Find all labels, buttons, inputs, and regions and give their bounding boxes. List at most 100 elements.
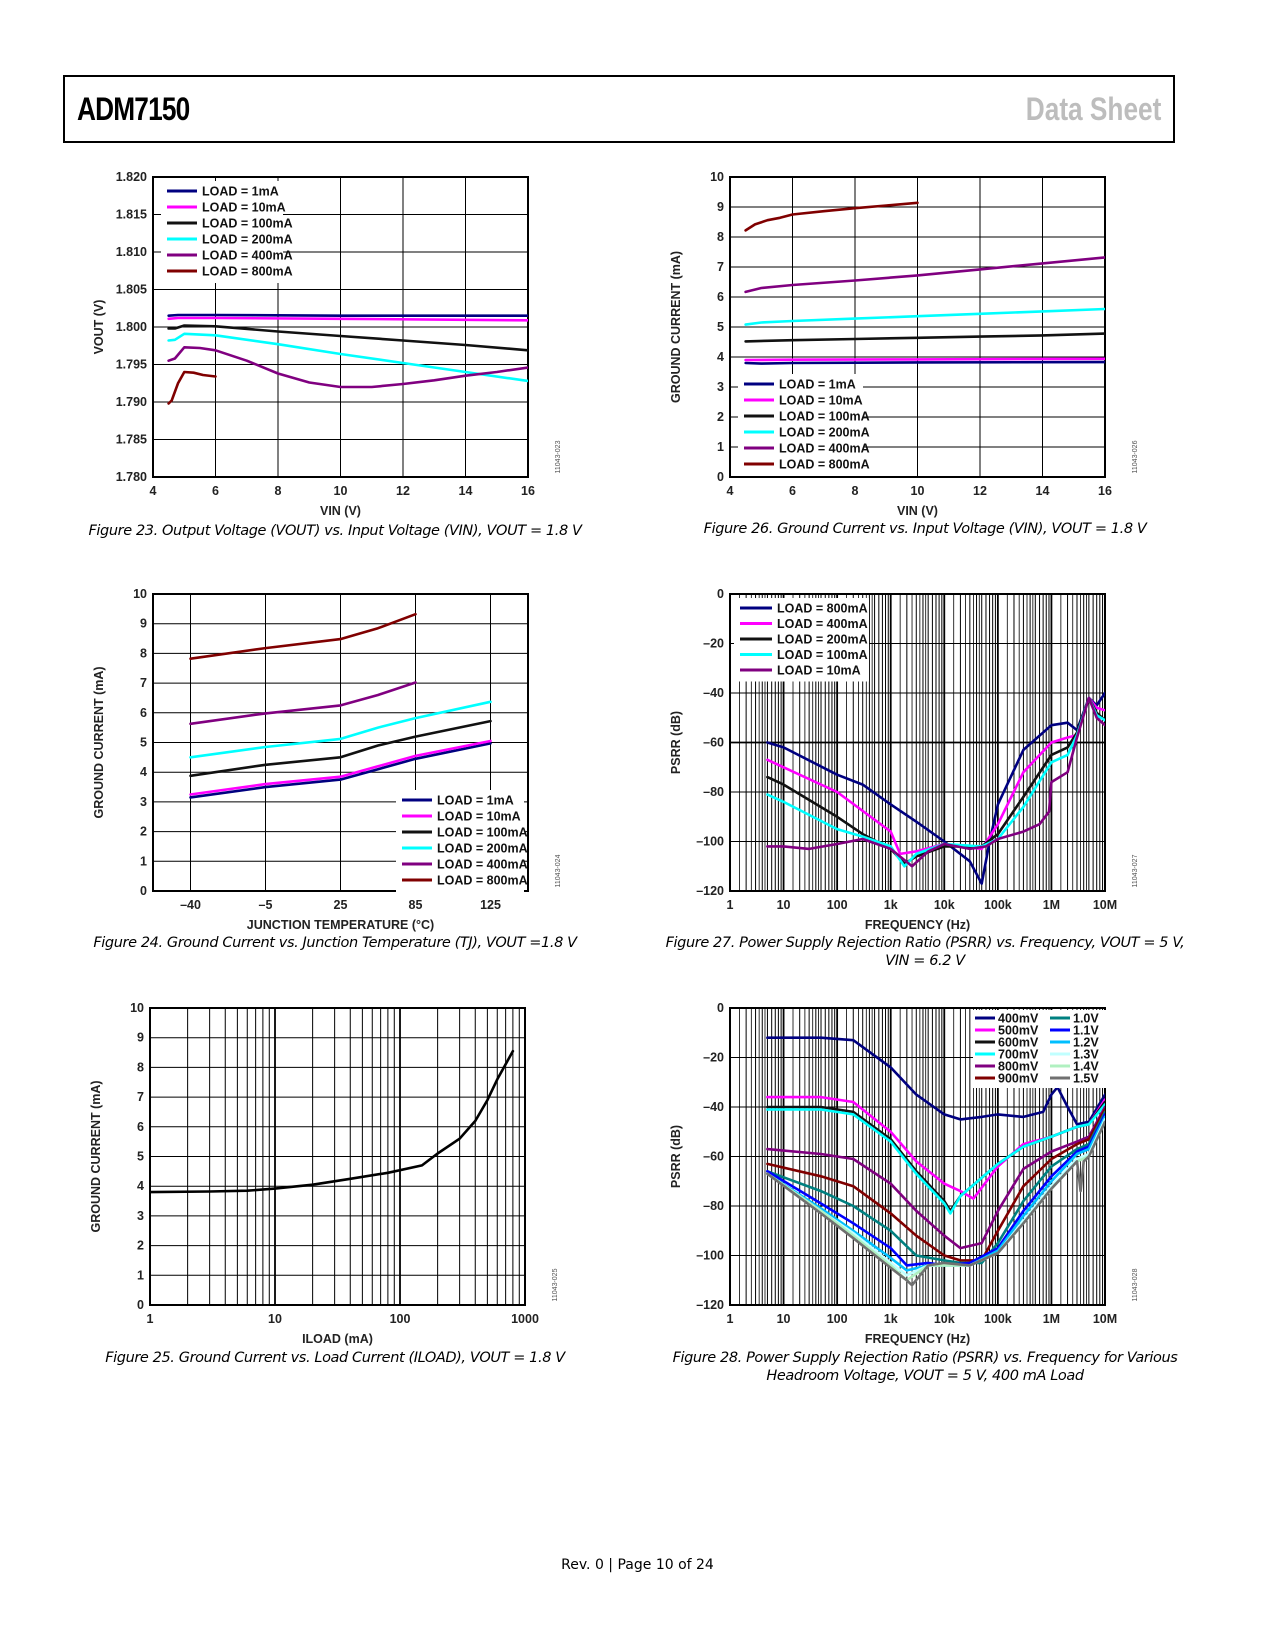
x-tick-label: 100k [984, 898, 1012, 912]
series-group [167, 313, 528, 405]
y-tick-label: 0 [717, 1001, 724, 1015]
x-axis-label: JUNCTION TEMPERATURE (°C) [247, 918, 434, 932]
legend-label: LOAD = 100mA [779, 410, 870, 424]
x-tick-label: 10 [334, 484, 348, 498]
legend-label: LOAD = 200mA [437, 842, 528, 856]
x-axis-label: FREQUENCY (Hz) [865, 918, 970, 932]
y-tick-label: 1 [717, 440, 724, 454]
y-tick-label: 8 [717, 230, 724, 244]
series-line-load-1ma [167, 313, 528, 317]
legend-label: 1.1V [1073, 1024, 1099, 1038]
legend-background [973, 1010, 1113, 1088]
plot-frame [729, 1007, 1106, 1306]
y-tick-label: –100 [696, 1249, 724, 1263]
x-tick-label: 100 [827, 898, 848, 912]
x-tick-label: 12 [973, 484, 987, 498]
legend-label: LOAD = 10mA [777, 664, 861, 678]
y-tick-label: 1.780 [116, 470, 147, 484]
legend-label: LOAD = 1mA [779, 378, 856, 392]
legend-background [738, 374, 863, 476]
x-tick-label: 100 [390, 1312, 411, 1326]
y-tick-label: 1 [137, 1268, 144, 1282]
y-tick-label: 10 [133, 587, 147, 601]
x-tick-label: 10M [1093, 898, 1117, 912]
figure-id: 11043-025 [552, 1268, 559, 1301]
y-tick-label: 9 [137, 1031, 144, 1045]
legend-background [396, 790, 524, 892]
y-axis-label: GROUND CURRENT (mA) [89, 1080, 103, 1232]
y-axis-label: VOUT (V) [92, 300, 106, 355]
legend-label: LOAD = 400mA [779, 442, 870, 456]
legend-label: 1.5V [1073, 1072, 1099, 1086]
legend-label: LOAD = 200mA [779, 426, 870, 440]
plot-frame [152, 176, 529, 478]
caption-fig24: Figure 24. Ground Current vs. Junction T… [93, 935, 577, 951]
figure-id: 11043-027 [1132, 854, 1139, 887]
legend-label: 500mV [998, 1024, 1039, 1038]
x-tick-label: 25 [334, 898, 348, 912]
legend: LOAD = 1mA LOAD = 10mA LOAD = 100mA LOAD = … [161, 181, 293, 283]
y-tick-label: 4 [140, 765, 147, 779]
y-tick-label: 4 [137, 1179, 144, 1193]
legend-label: LOAD = 100mA [777, 648, 868, 662]
series-line-800mv [766, 1105, 1105, 1250]
legend-label: 1.0V [1073, 1012, 1099, 1026]
y-tick-label: 3 [717, 380, 724, 394]
y-tick-label: 1.810 [116, 245, 147, 259]
x-tick-label: 10k [934, 898, 955, 912]
series-line-load-400ma [189, 681, 417, 726]
y-tick-label: 4 [717, 350, 724, 364]
y-tick-label: 7 [140, 676, 147, 690]
x-tick-label: 10 [911, 484, 925, 498]
x-tick-label: 8 [275, 484, 282, 498]
x-tick-label: 1k [884, 898, 898, 912]
series-group [766, 691, 1105, 885]
y-tick-label: 6 [137, 1120, 144, 1134]
y-tick-label: –20 [703, 1051, 724, 1065]
part-number: ADM7150 [77, 91, 190, 127]
series-line-load-10ma [189, 739, 492, 796]
x-tick-label: 14 [1036, 484, 1050, 498]
doc-type: Data Sheet [1025, 91, 1161, 127]
chart-fig24: –40 –5 25 85 125 0 1 2 3 4 5 6 7 8 9 10 JUNCTION TEMPERA… [92, 587, 562, 932]
x-tick-label: 10 [777, 1312, 791, 1326]
series-line-load-100ma [744, 332, 1105, 343]
legend-label: LOAD = 100mA [202, 217, 293, 231]
y-tick-label: –80 [703, 785, 724, 799]
x-tick-label: 1 [727, 898, 734, 912]
y-tick-label: 0 [717, 470, 724, 484]
legend-label: 800mV [998, 1060, 1039, 1074]
x-tick-label: 12 [396, 484, 410, 498]
legend-label: 900mV [998, 1072, 1039, 1086]
x-axis-label: VIN (V) [320, 504, 361, 518]
caption-fig27: Figure 27. Power Supply Rejection Ratio … [665, 935, 1185, 969]
series-line-load-400ma [167, 346, 528, 389]
y-tick-label: 1.795 [116, 358, 147, 372]
y-tick-label: 1.790 [116, 395, 147, 409]
x-axis-label: VIN (V) [897, 504, 938, 518]
x-axis-label: FREQUENCY (Hz) [865, 1332, 970, 1346]
y-tick-label: 1.815 [116, 208, 147, 222]
y-tick-label: 10 [130, 1001, 144, 1015]
caption-fig26: Figure 26. Ground Current vs. Input Volt… [703, 521, 1147, 537]
legend-label: LOAD = 400mA [202, 249, 293, 263]
y-axis-label: PSRR (dB) [669, 711, 683, 774]
y-tick-label: –20 [703, 637, 724, 651]
y-tick-label: 6 [717, 290, 724, 304]
y-tick-label: –120 [696, 884, 724, 898]
series-line-load-800ma [189, 612, 417, 660]
page-header: ADM7150 Data Sheet [63, 75, 1175, 143]
caption-fig23: Figure 23. Output Voltage (VOUT) vs. Inp… [88, 523, 582, 539]
x-tick-label: 1 [147, 1312, 154, 1326]
figure-25: 1 10 100 1000 0 1 2 3 4 5 6 7 8 9 10 ILOAD (mA) GROUND C… [89, 990, 575, 1350]
legend-label: LOAD = 800mA [777, 602, 868, 616]
y-tick-label: –60 [703, 1150, 724, 1164]
x-tick-label: 14 [459, 484, 473, 498]
y-tick-label: 5 [717, 320, 724, 334]
y-axis-label: GROUND CURRENT (mA) [669, 251, 683, 403]
x-tick-label: 10 [777, 898, 791, 912]
y-tick-label: 1 [140, 854, 147, 868]
y-tick-label: 9 [140, 617, 147, 631]
